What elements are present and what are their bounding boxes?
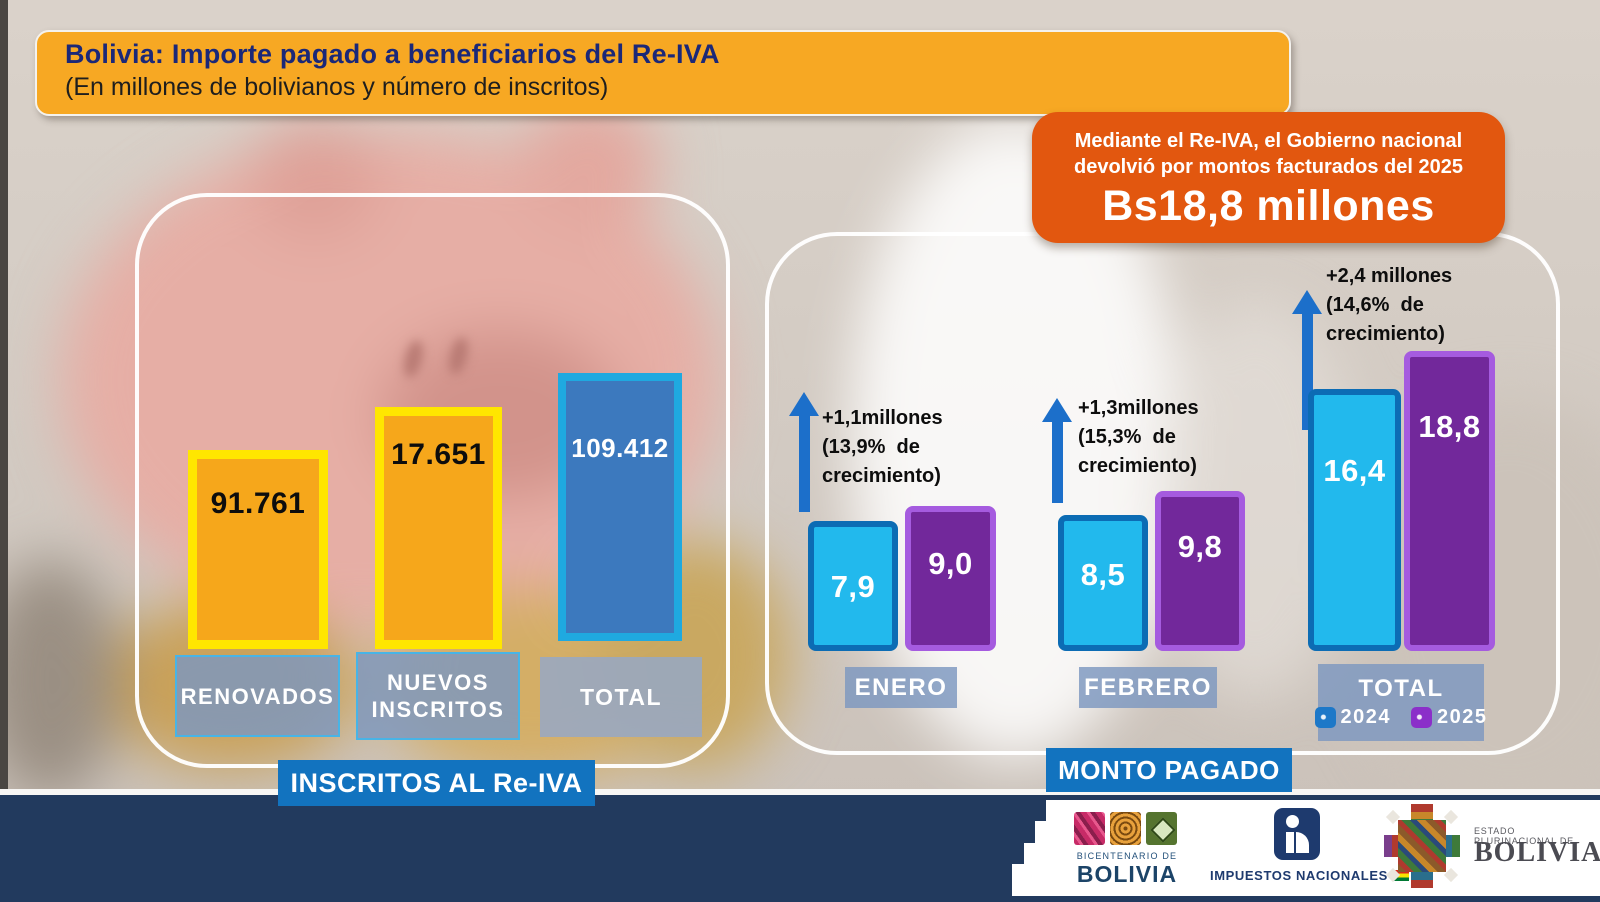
bar-total-inscritos-value: 109.412	[571, 433, 669, 463]
inscritos-section-title: INSCRITOS AL Re-IVA	[278, 760, 595, 806]
monto-section-title-text: MONTO PAGADO	[1058, 754, 1280, 785]
bar-enero-2025-value: 9,0	[928, 546, 973, 581]
bar-total-2025: 18,8	[1404, 351, 1495, 651]
bar-enero-2024-value: 7,9	[830, 569, 876, 604]
impuestos-nacionales-wordmark: IMPUESTOS NACIONALES	[1210, 868, 1409, 883]
arrow-stem	[798, 416, 810, 512]
bicentenario-spiral-icon	[1110, 812, 1141, 845]
bar-renovados: 91.761	[188, 450, 328, 649]
estado-plurinacional-big-text: BOLIVIA	[1474, 837, 1600, 868]
category-total-monto-label: TOTAL	[1358, 674, 1444, 702]
category-renovados: RENOVADOS	[175, 655, 340, 737]
bar-enero-2024: 7,9	[808, 521, 898, 651]
bicentenario-diamond-icon	[1146, 812, 1177, 845]
in-logo-dot	[1286, 815, 1299, 828]
legend-label-2025: 2025	[1437, 705, 1488, 728]
bar-febrero-2024: 8,5	[1058, 515, 1148, 651]
page-subtitle: (En millones de bolivianos y número de i…	[65, 73, 609, 101]
legend-item-2025: 2025	[1411, 704, 1488, 731]
category-total-monto: TOTAL 2024 2025	[1314, 664, 1486, 741]
category-enero: ENERO	[845, 667, 957, 708]
chakana-diamond	[1443, 867, 1459, 883]
chakana-emblem-icon	[1384, 804, 1460, 888]
inscritos-section-title-text: INSCRITOS AL Re-IVA	[290, 767, 583, 798]
annotation-enero-l2: (13,9% de	[822, 436, 920, 458]
arrow-head	[1292, 290, 1322, 314]
bar-febrero-2025-value: 9,8	[1177, 529, 1223, 564]
growth-arrow-febrero	[1042, 398, 1072, 503]
estado-plurinacional-small-text: ESTADO PLURINACIONAL DE	[1474, 826, 1574, 846]
bar-total-2024: 16,4	[1308, 389, 1401, 651]
legend: 2024 2025	[1314, 704, 1488, 731]
category-total-label: TOTAL	[579, 683, 663, 710]
legend-item-2024: 2024	[1314, 704, 1392, 731]
bar-febrero-2024-value: 8,5	[1080, 557, 1126, 592]
arrow-stem	[1051, 422, 1063, 503]
annotation-total-l3: crecimiento)	[1326, 323, 1445, 345]
legend-label-2024: 2024	[1340, 705, 1391, 728]
callout-line-2: devolvió por montos facturados del 2025	[1074, 156, 1463, 178]
highlight-callout: Mediante el Re-IVA, el Gobierno nacional…	[1032, 112, 1505, 243]
annotation-enero-l1: +1,1millones	[822, 407, 943, 429]
monto-section-title: MONTO PAGADO	[1046, 748, 1292, 792]
bicentenario-big-text: BOLIVIA	[1076, 861, 1178, 887]
callout-line-1: Mediante el Re-IVA, el Gobierno nacional	[1074, 130, 1463, 152]
bicentenario-logo	[1074, 812, 1177, 845]
category-febrero-label: FEBRERO	[1084, 674, 1212, 701]
annotation-total: +2,4 millones (14,6% de crecimiento)	[1326, 262, 1452, 349]
bicentenario-small-text: BICENTENARIO DE	[1076, 851, 1178, 861]
growth-arrow-enero	[789, 392, 819, 512]
annotation-febrero-l1: +1,3millones	[1078, 397, 1199, 419]
header: Bolivia: Importe pagado a beneficiarios …	[35, 30, 1291, 116]
chakana-center	[1398, 820, 1446, 872]
annotation-enero: +1,1millones (13,9% de crecimiento)	[822, 404, 943, 491]
footer-logo-panel: BICENTENARIO DE BOLIVIA IMPUESTOS NACION…	[1012, 800, 1600, 896]
chakana-diamond	[1443, 809, 1459, 825]
arrow-head	[789, 392, 819, 416]
callout-amount: Bs18,8 millones	[1102, 182, 1435, 230]
bar-nuevos-value: 17.651	[391, 438, 486, 471]
category-total-inscritos: TOTAL	[540, 657, 702, 737]
impuestos-nacionales-icon	[1274, 808, 1320, 860]
left-edge-strip	[0, 0, 8, 795]
category-renovados-label: RENOVADOS	[180, 683, 335, 709]
bar-nuevos-inscritos: 17.651	[375, 407, 502, 649]
annotation-febrero-l2: (15,3% de	[1078, 426, 1176, 448]
bicentenario-tile-icon	[1074, 812, 1105, 845]
background-shadow	[0, 560, 120, 800]
arrow-stem	[1301, 314, 1313, 430]
annotation-febrero-l3: crecimiento)	[1078, 455, 1197, 477]
bar-total-inscritos: 109.412	[558, 373, 682, 641]
bar-enero-2025: 9,0	[905, 506, 996, 651]
category-nuevos-line1: NUEVOS	[387, 670, 489, 695]
piggy-bank-ear	[520, 100, 660, 230]
bar-renovados-value: 91.761	[210, 487, 306, 520]
impuestos-nacionales-text: IMPUESTOS NACIONALES	[1210, 868, 1388, 883]
arrow-head	[1042, 398, 1072, 422]
growth-arrow-total	[1292, 290, 1322, 430]
bolivia-flag-icon	[1392, 870, 1409, 881]
annotation-enero-l3: crecimiento)	[822, 465, 941, 487]
page-title: Bolivia: Importe pagado a beneficiarios …	[65, 39, 720, 69]
category-enero-label: ENERO	[854, 674, 948, 701]
piggy-bank-ear	[250, 120, 380, 240]
category-febrero: FEBRERO	[1079, 667, 1217, 708]
annotation-total-l1: +2,4 millones	[1326, 265, 1453, 287]
legend-swatch-2025	[1411, 706, 1432, 728]
in-logo-bowl	[1296, 832, 1309, 853]
bar-total-2025-value: 18,8	[1418, 409, 1481, 444]
footer-separator	[0, 789, 1600, 795]
annotation-total-l2: (14,6% de	[1326, 294, 1424, 316]
annotation-febrero: +1,3millones (15,3% de crecimiento)	[1078, 394, 1199, 481]
bar-total-2024-value: 16,4	[1323, 453, 1386, 488]
bar-febrero-2025: 9,8	[1155, 491, 1245, 651]
category-nuevos-line2: INSCRITOS	[371, 697, 505, 722]
category-nuevos-inscritos: NUEVOS INSCRITOS	[356, 652, 520, 740]
in-logo-stroke	[1286, 832, 1294, 853]
legend-swatch-2024	[1314, 706, 1336, 728]
